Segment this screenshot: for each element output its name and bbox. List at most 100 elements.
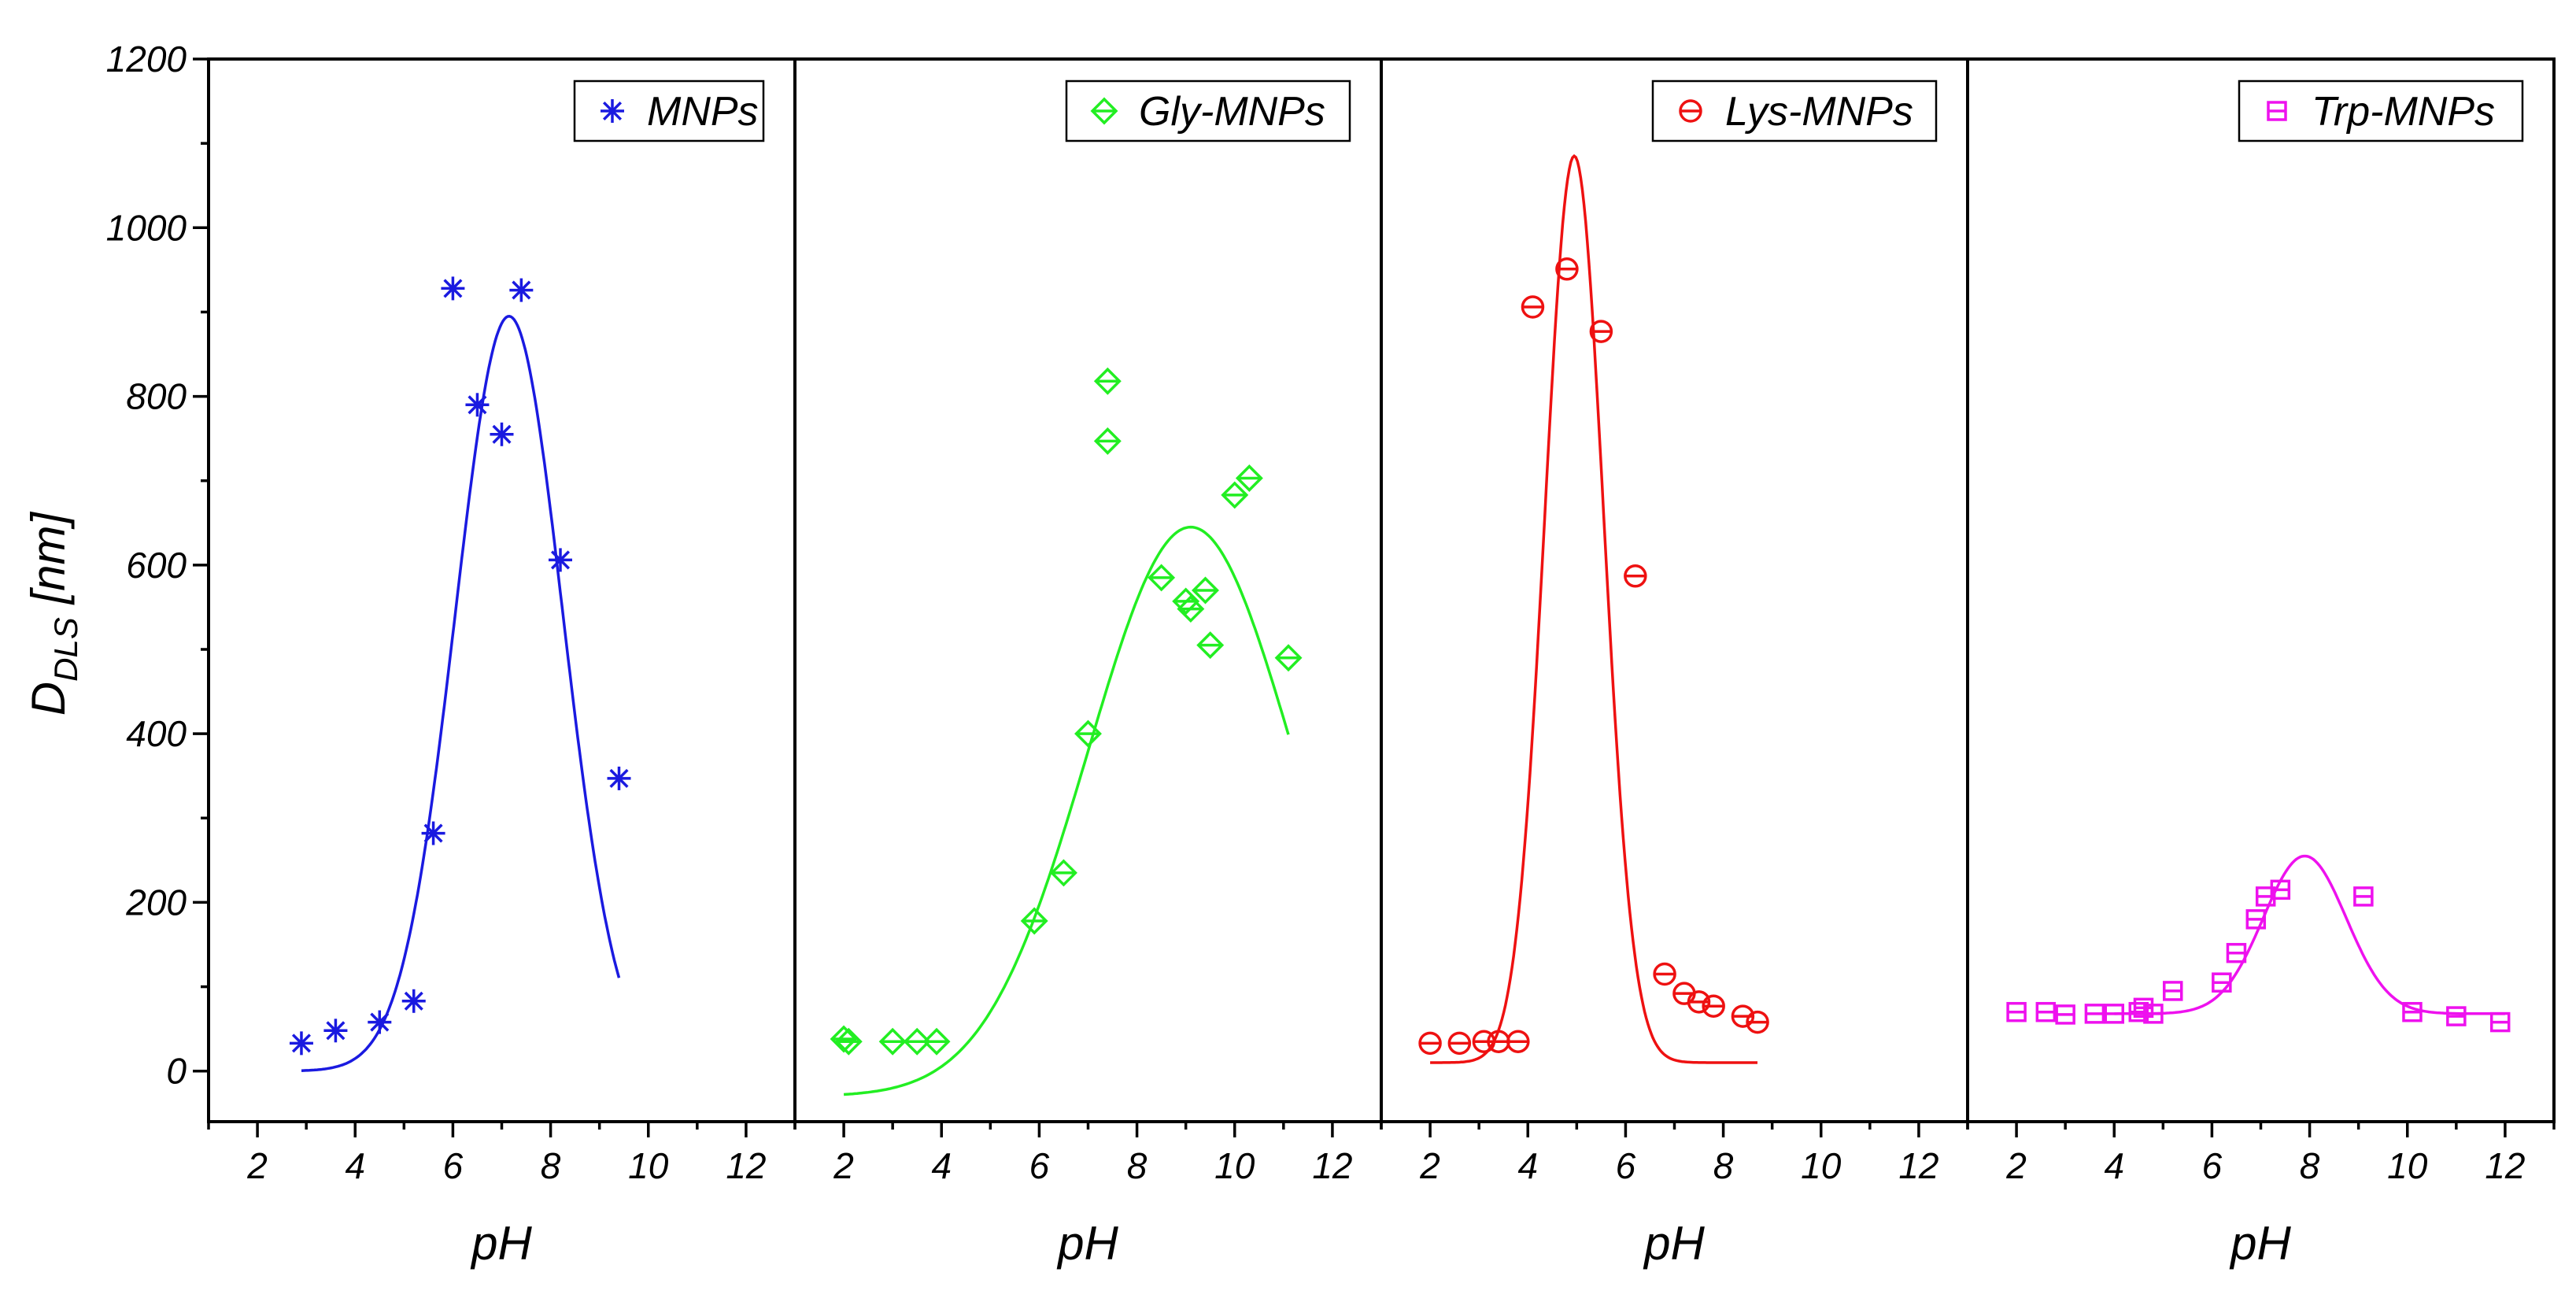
marker-diamond <box>1274 644 1303 672</box>
data-point <box>1074 719 1102 748</box>
legend: MNPs <box>573 80 765 142</box>
panel-mnps: 2 4 6 8 10 12 pH MNPs <box>207 57 796 1270</box>
data-point <box>1746 1010 1769 1034</box>
legend: Gly-MNPs <box>1065 80 1351 142</box>
data-point <box>1192 576 1219 605</box>
marker-diamond <box>1020 907 1048 935</box>
data-point <box>2245 909 2267 930</box>
x-tick-label: 2 <box>1419 1145 1440 1186</box>
data-point <box>2270 879 2291 900</box>
data-point <box>834 1027 863 1056</box>
data-point <box>830 1025 858 1053</box>
data-point <box>1148 564 1176 592</box>
panel-frame <box>207 57 796 1123</box>
data-points <box>2006 879 2511 1033</box>
marker-diamond <box>903 1027 931 1056</box>
x-tick-label: 12 <box>1898 1145 1938 1186</box>
marker-stroke <box>423 823 443 843</box>
fit-curve <box>301 315 621 1072</box>
data-point <box>490 422 514 446</box>
x-tick-label: 10 <box>1801 1145 1842 1186</box>
legend: Lys-MNPs <box>1651 80 1938 142</box>
data-point <box>2055 1004 2075 1025</box>
data-point <box>2035 1001 2057 1022</box>
y-tick-label: 400 <box>126 713 187 754</box>
data-point <box>421 821 445 845</box>
y-axis-title-subscript: DLS <box>47 617 84 682</box>
marker-diamond <box>1049 859 1077 887</box>
marker-diamond <box>1093 367 1122 395</box>
data-point <box>2212 972 2232 993</box>
x-axis-title: pH <box>2229 1217 2291 1270</box>
data-point <box>2104 1004 2124 1024</box>
data-point <box>1196 631 1225 660</box>
x-tick-label: 2 <box>2005 1145 2027 1186</box>
marker-diamond <box>834 1027 863 1056</box>
data-point <box>323 1019 348 1043</box>
data-point <box>1447 1031 1472 1056</box>
data-point <box>1235 464 1263 492</box>
data-point <box>465 393 490 417</box>
data-point <box>878 1027 907 1056</box>
marker-stroke <box>468 395 487 415</box>
y-axis-title-main: D <box>22 682 75 716</box>
x-tick-label: 4 <box>345 1145 365 1186</box>
legend-label: Trp-MNPs <box>2312 89 2495 135</box>
x-tick-label: 12 <box>1312 1145 1352 1186</box>
x-tick-label: 6 <box>1029 1145 1050 1186</box>
data-point <box>2489 1011 2511 1033</box>
data-points <box>289 276 631 1056</box>
y-tick-label: 0 <box>166 1051 187 1092</box>
x-tick-label: 10 <box>628 1145 669 1186</box>
legend-marker <box>1679 99 1702 123</box>
legend-marker <box>1090 97 1118 125</box>
x-tick-label: 6 <box>2202 1145 2223 1186</box>
y-axis-title-unit: [nm] <box>22 511 75 617</box>
x-tick-label: 4 <box>2104 1145 2124 1186</box>
data-point <box>1177 595 1205 623</box>
marker-diamond <box>1177 595 1205 623</box>
x-tick-label: 8 <box>541 1145 561 1186</box>
data-point <box>509 278 534 302</box>
x-tick-label: 8 <box>1127 1145 1148 1186</box>
data-point <box>289 1031 313 1056</box>
marker-diamond <box>922 1027 951 1056</box>
marker-stroke <box>404 991 423 1011</box>
legend: Trp-MNPs <box>2238 80 2524 142</box>
x-axis-title: pH <box>1643 1217 1705 1270</box>
x-tick-label: 2 <box>833 1145 854 1186</box>
y-tick-label: 1000 <box>106 207 187 248</box>
x-tick-label: 8 <box>1713 1145 1734 1186</box>
y-axis-title: DDLS [nm] <box>22 511 84 716</box>
data-point <box>1418 1031 1442 1056</box>
marker-stroke <box>602 101 623 121</box>
data-point <box>1624 564 1647 588</box>
data-point <box>1687 990 1711 1014</box>
data-point <box>441 276 465 301</box>
data-point <box>2226 942 2247 963</box>
legend-label: Gly-MNPs <box>1139 89 1325 135</box>
fit-curve <box>2114 854 2505 1015</box>
x-tick-label: 8 <box>2300 1145 2320 1186</box>
panel-frame <box>1380 57 1969 1123</box>
data-point <box>2084 1004 2105 1024</box>
marker-stroke <box>512 280 531 300</box>
data-point <box>1020 907 1048 935</box>
panel-lys-mnps: 2 4 6 8 10 12 pH Lys-MNPs <box>1380 57 1969 1270</box>
marker-stroke <box>492 424 512 444</box>
panel-gly-mnps: 2 4 6 8 10 12 pH Gly-MNPs <box>793 57 1383 1270</box>
data-point <box>922 1027 951 1056</box>
marker-stroke <box>326 1021 346 1041</box>
fit-curve <box>1430 153 1757 1064</box>
panel-trp-mnps: 2 4 6 8 10 12 pH Trp-MNPs <box>1966 57 2556 1270</box>
marker-diamond <box>1172 587 1200 616</box>
marker-stroke <box>443 279 463 298</box>
data-point <box>401 989 426 1013</box>
data-point <box>1589 320 1613 343</box>
y-tick-label: 600 <box>126 545 187 586</box>
x-tick-label: 10 <box>1214 1145 1255 1186</box>
legend-marker <box>2267 101 2287 121</box>
marker-stroke <box>291 1034 311 1053</box>
marker-diamond <box>1235 464 1263 492</box>
marker-diamond <box>1196 631 1225 660</box>
